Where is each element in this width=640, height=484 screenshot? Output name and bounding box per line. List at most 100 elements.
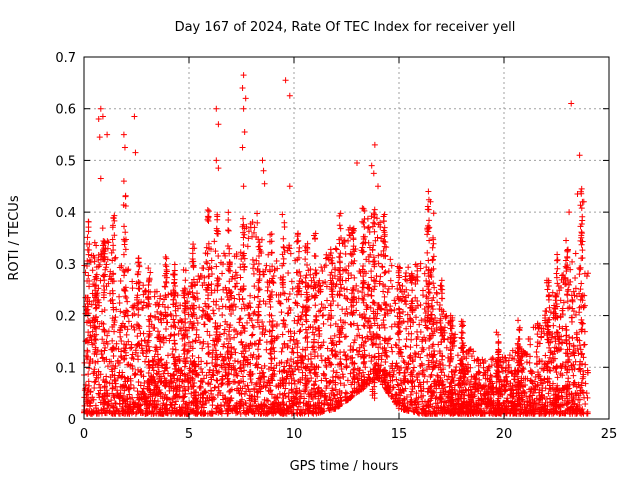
data-point (127, 386, 133, 392)
data-point (365, 291, 371, 297)
data-point (444, 345, 450, 351)
data-point (299, 322, 305, 328)
spike-point (181, 347, 187, 353)
data-point (414, 329, 420, 335)
data-point (270, 318, 276, 324)
data-point (124, 299, 130, 305)
spike-point (136, 286, 142, 292)
spike-point (360, 281, 366, 287)
data-point (268, 304, 274, 310)
data-point (298, 327, 304, 333)
spike-point (102, 327, 108, 333)
spike-point (296, 245, 302, 251)
data-point (91, 385, 97, 391)
data-point (231, 335, 237, 341)
data-point (543, 308, 549, 314)
data-point (360, 241, 366, 247)
data-point (132, 327, 138, 333)
data-point (320, 312, 326, 318)
data-point (427, 290, 433, 296)
data-point (116, 294, 122, 300)
chart-title: Day 167 of 2024, Rate Of TEC Index for r… (175, 20, 516, 35)
data-point (209, 402, 215, 408)
data-point (304, 262, 310, 268)
spike-point (370, 220, 376, 226)
data-point (95, 358, 101, 364)
data-point (576, 271, 582, 277)
data-point (284, 344, 290, 350)
spike-point (206, 303, 212, 309)
data-point (578, 265, 584, 271)
spike-point (182, 277, 188, 283)
data-point (252, 224, 258, 230)
data-point (287, 291, 293, 297)
spike-point (85, 272, 91, 278)
data-point (287, 338, 293, 344)
spike-point (226, 228, 232, 234)
spike-point (162, 284, 168, 290)
spike-point (225, 227, 231, 233)
spike-point (122, 229, 128, 235)
data-point (118, 278, 124, 284)
data-point (265, 284, 271, 290)
data-point (138, 368, 144, 374)
spike-point (254, 211, 260, 217)
data-point (582, 401, 588, 407)
spike-point (312, 302, 318, 308)
data-point (84, 320, 90, 326)
data-point (215, 253, 221, 259)
spike-point (240, 296, 246, 302)
data-point (274, 258, 280, 264)
spike-point (136, 264, 142, 270)
data-point (123, 295, 129, 301)
data-point (199, 265, 205, 271)
spike-point (100, 355, 106, 361)
spike-point (84, 234, 90, 240)
spike-point (122, 241, 128, 247)
data-point (265, 398, 271, 404)
spike-point (254, 220, 260, 226)
data-point (112, 256, 118, 262)
spike-point (371, 214, 377, 220)
spike-point (86, 247, 92, 253)
data-point (402, 343, 408, 349)
spike-point (205, 344, 211, 350)
data-point (268, 360, 274, 366)
spike-point (303, 312, 309, 318)
data-point (573, 250, 579, 256)
data-point (124, 332, 130, 338)
data-point (129, 342, 135, 348)
data-point (578, 286, 584, 292)
spike-point (280, 244, 286, 250)
spike-point (205, 218, 211, 224)
data-point (366, 224, 372, 230)
data-point (388, 308, 394, 314)
data-point (584, 395, 590, 401)
data-point (385, 289, 391, 295)
data-point (324, 297, 330, 303)
data-point (142, 289, 148, 295)
data-point (407, 354, 413, 360)
spike-point (205, 213, 211, 219)
data-point (102, 307, 108, 313)
data-point (579, 247, 585, 253)
spike-point (304, 318, 310, 324)
data-point (327, 379, 333, 385)
spike-point (372, 353, 378, 359)
spike-point (172, 261, 178, 267)
data-point (212, 384, 218, 390)
spike-point (351, 340, 357, 346)
spike-point (371, 299, 377, 305)
spike-point (295, 230, 301, 236)
data-point (334, 370, 340, 376)
data-point (285, 270, 291, 276)
data-point (173, 347, 179, 353)
spike-point (361, 355, 367, 361)
data-point (382, 359, 388, 365)
data-point (404, 336, 410, 342)
data-point (199, 345, 205, 351)
spike-point (337, 258, 343, 264)
spike-point (225, 209, 231, 215)
spike-point (255, 362, 261, 368)
data-point (411, 365, 417, 371)
